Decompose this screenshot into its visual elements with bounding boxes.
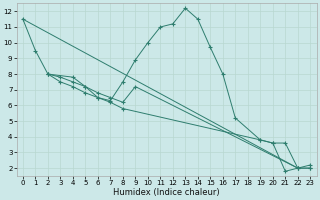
X-axis label: Humidex (Indice chaleur): Humidex (Indice chaleur) <box>113 188 220 197</box>
